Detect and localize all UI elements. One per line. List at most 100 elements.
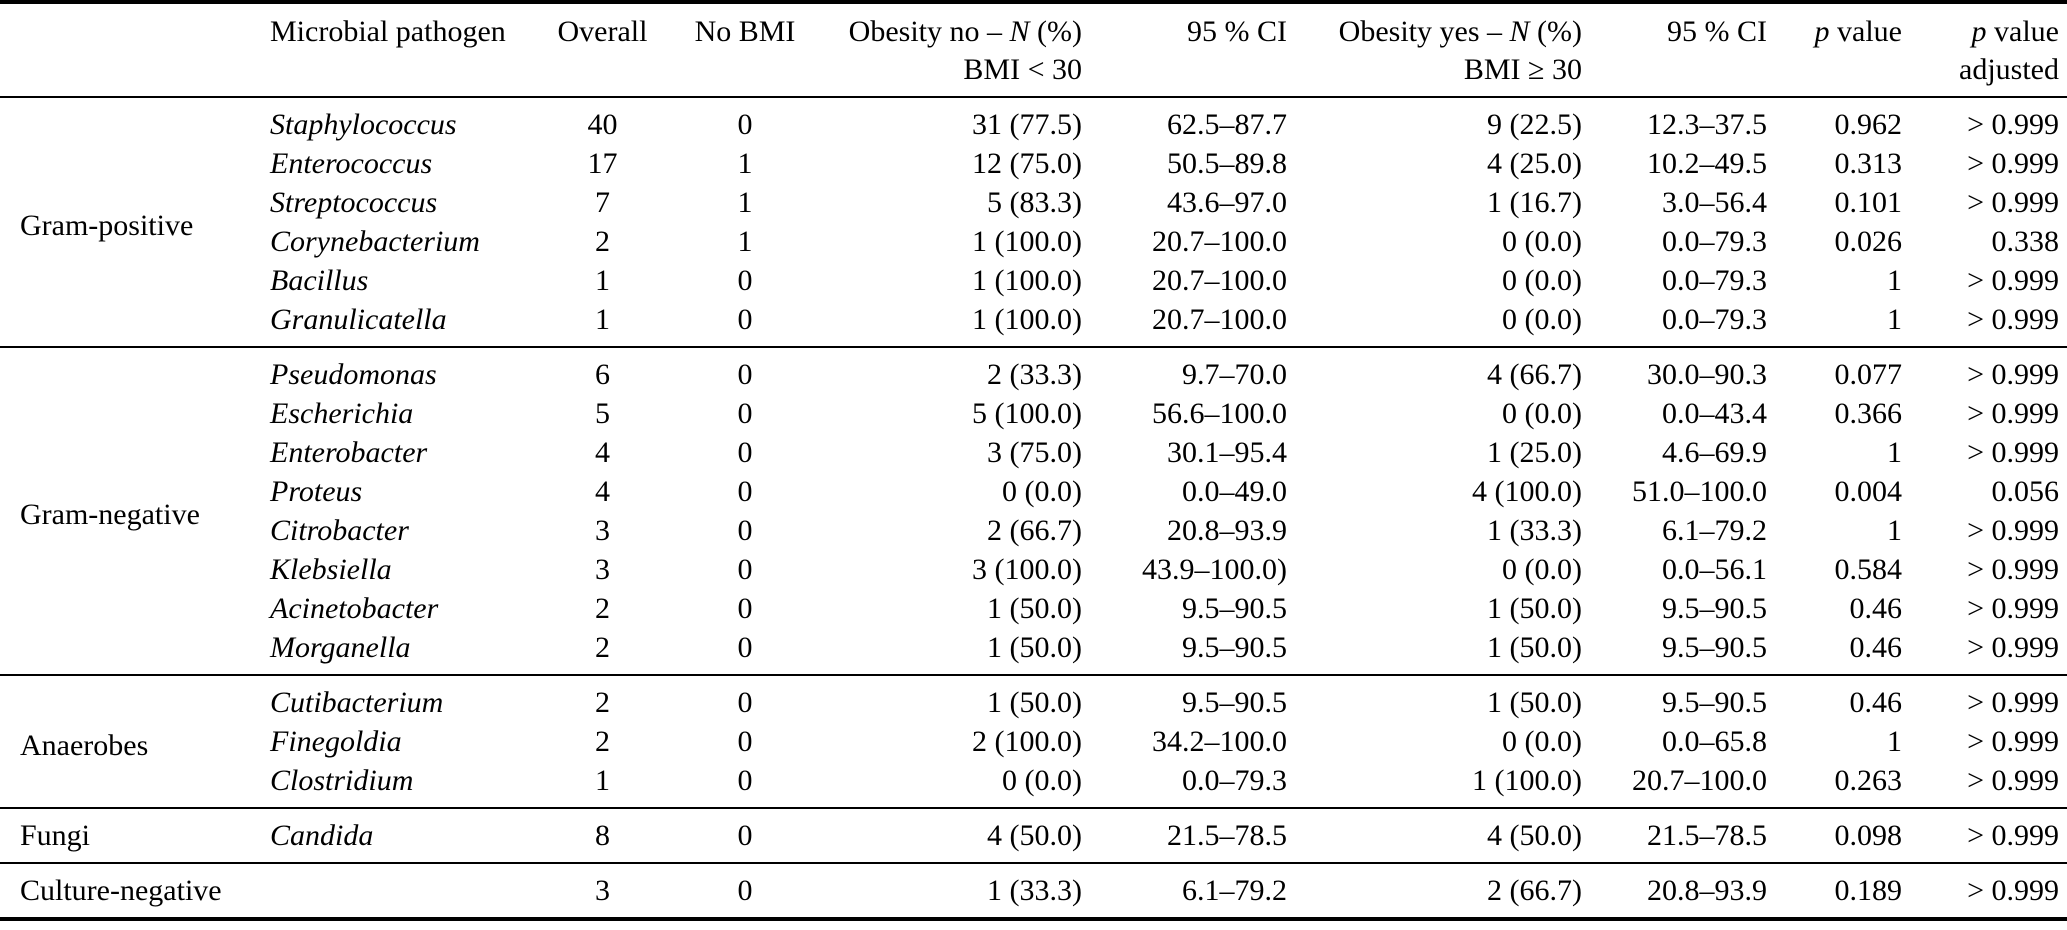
overall-cell: 7 bbox=[595, 186, 610, 219]
no-bmi-cell: 0 bbox=[737, 397, 753, 430]
table-row: Granulicatella 1 0 1 (100.0) 20.7–100.0 … bbox=[0, 300, 2067, 347]
p-value-cell: 0.263 bbox=[1834, 764, 1903, 797]
pathogen-cell: Candida bbox=[270, 819, 374, 852]
no-bmi-cell: 1 bbox=[737, 225, 753, 258]
obesity-no-cell: 0 (0.0) bbox=[1002, 764, 1082, 797]
p-value-cell: 0.366 bbox=[1834, 397, 1903, 430]
obesity-yes-cell: 1 (25.0) bbox=[1487, 436, 1582, 469]
ci-2-cell: 9.5–90.5 bbox=[1662, 592, 1767, 625]
ci-1-cell: 9.5–90.5 bbox=[1182, 686, 1287, 719]
overall-cell: 3 bbox=[595, 553, 610, 586]
group-culture-negative: Culture-negative 3 0 1 (33.3) 6.1–79.2 2… bbox=[0, 863, 2067, 919]
header-p-value: p value bbox=[1814, 15, 1902, 48]
pathogen-cell: Streptococcus bbox=[270, 186, 438, 219]
obesity-yes-cell: 9 (22.5) bbox=[1487, 108, 1582, 141]
ci-1-cell: 20.7–100.0 bbox=[1152, 303, 1287, 336]
obesity-no-cell: 5 (83.3) bbox=[987, 186, 1082, 219]
ci-1-cell: 50.5–89.8 bbox=[1167, 147, 1287, 180]
group-label: Gram-positive bbox=[20, 209, 194, 242]
header-group-empty bbox=[0, 2, 250, 97]
p-value-cell: 0.004 bbox=[1834, 475, 1903, 508]
obesity-no-cell: 5 (100.0) bbox=[972, 397, 1082, 430]
overall-cell: 2 bbox=[595, 592, 610, 625]
ci-2-cell: 30.0–90.3 bbox=[1647, 358, 1767, 391]
p-adjusted-cell: > 0.999 bbox=[1967, 764, 2059, 797]
no-bmi-cell: 0 bbox=[737, 108, 753, 141]
p-adjusted-cell: 0.056 bbox=[1991, 475, 2060, 508]
pathogen-cell: Pseudomonas bbox=[270, 358, 437, 391]
ci-1-cell: 0.0–49.0 bbox=[1182, 475, 1287, 508]
overall-cell: 17 bbox=[587, 147, 618, 180]
table-row: Anaerobes Cutibacterium 2 0 1 (50.0) 9.5… bbox=[0, 675, 2067, 762]
p-adjusted-cell: > 0.999 bbox=[1967, 108, 2059, 141]
ci-1-cell: 9.5–90.5 bbox=[1182, 592, 1287, 625]
obesity-no-cell: 0 (0.0) bbox=[1002, 475, 1082, 508]
pathogen-cell: Enterococcus bbox=[270, 147, 433, 180]
pathogen-cell bbox=[250, 863, 545, 919]
no-bmi-cell: 0 bbox=[737, 303, 753, 336]
obesity-yes-cell: 0 (0.0) bbox=[1502, 264, 1582, 297]
table-row: Morganella 2 0 1 (50.0) 9.5–90.5 1 (50.0… bbox=[0, 628, 2067, 675]
ci-1-cell: 20.7–100.0 bbox=[1152, 225, 1287, 258]
p-adjusted-cell: > 0.999 bbox=[1967, 725, 2059, 758]
p-adjusted-cell: > 0.999 bbox=[1967, 553, 2059, 586]
ci-2-cell: 0.0–79.3 bbox=[1662, 225, 1767, 258]
header-obesity-yes-line1: Obesity yes – N (%) bbox=[1338, 15, 1582, 48]
group-label: Culture-negative bbox=[20, 874, 222, 907]
pathogen-cell: Cutibacterium bbox=[270, 686, 444, 719]
ci-2-cell: 21.5–78.5 bbox=[1647, 819, 1767, 852]
p-value-cell: 0.026 bbox=[1834, 225, 1903, 258]
obesity-no-cell: 2 (100.0) bbox=[972, 725, 1082, 758]
p-adjusted-cell: > 0.999 bbox=[1967, 436, 2059, 469]
ci-1-cell: 43.6–97.0 bbox=[1167, 186, 1287, 219]
p-adjusted-cell: > 0.999 bbox=[1967, 397, 2059, 430]
ci-2-cell: 4.6–69.9 bbox=[1662, 436, 1767, 469]
p-value-cell: 0.584 bbox=[1834, 553, 1903, 586]
no-bmi-cell: 0 bbox=[737, 592, 753, 625]
p-value-cell: 1 bbox=[1887, 514, 1902, 547]
no-bmi-cell: 0 bbox=[737, 631, 753, 664]
table-row: Bacillus 1 0 1 (100.0) 20.7–100.0 0 (0.0… bbox=[0, 261, 2067, 300]
ci-1-cell: 0.0–79.3 bbox=[1182, 764, 1287, 797]
ci-2-cell: 9.5–90.5 bbox=[1662, 686, 1767, 719]
obesity-no-cell: 12 (75.0) bbox=[972, 147, 1082, 180]
group-anaerobes: Anaerobes Cutibacterium 2 0 1 (50.0) 9.5… bbox=[0, 675, 2067, 808]
p-value-cell: 0.098 bbox=[1834, 819, 1903, 852]
ci-2-cell: 9.5–90.5 bbox=[1662, 631, 1767, 664]
no-bmi-cell: 0 bbox=[737, 475, 753, 508]
obesity-yes-cell: 0 (0.0) bbox=[1502, 225, 1582, 258]
overall-cell: 4 bbox=[595, 475, 610, 508]
obesity-yes-cell: 1 (50.0) bbox=[1487, 686, 1582, 719]
p-value-cell: 1 bbox=[1887, 264, 1902, 297]
overall-cell: 1 bbox=[595, 303, 610, 336]
pathogen-cell: Bacillus bbox=[270, 264, 369, 297]
table-row: Proteus 4 0 0 (0.0) 0.0–49.0 4 (100.0) 5… bbox=[0, 472, 2067, 511]
ci-1-cell: 20.8–93.9 bbox=[1167, 514, 1287, 547]
table-row: Enterococcus 17 1 12 (75.0) 50.5–89.8 4 … bbox=[0, 144, 2067, 183]
obesity-no-cell: 2 (33.3) bbox=[987, 358, 1082, 391]
obesity-no-cell: 1 (100.0) bbox=[972, 303, 1082, 336]
ci-1-cell: 9.7–70.0 bbox=[1182, 358, 1287, 391]
ci-1-cell: 43.9–100.0) bbox=[1142, 553, 1287, 586]
pathogen-cell: Staphylococcus bbox=[270, 108, 457, 141]
table-row: Corynebacterium 2 1 1 (100.0) 20.7–100.0… bbox=[0, 222, 2067, 261]
pathogen-cell: Proteus bbox=[270, 475, 363, 508]
obesity-no-cell: 1 (50.0) bbox=[987, 631, 1082, 664]
header-ci-1: 95 % CI bbox=[1187, 15, 1287, 48]
p-adjusted-cell: > 0.999 bbox=[1967, 264, 2059, 297]
obesity-yes-cell: 1 (100.0) bbox=[1472, 764, 1582, 797]
p-adjusted-cell: > 0.999 bbox=[1967, 819, 2059, 852]
overall-cell: 6 bbox=[595, 358, 610, 391]
header-obesity-no-line1: Obesity no – N (%) bbox=[848, 15, 1082, 48]
obesity-no-cell: 1 (50.0) bbox=[987, 686, 1082, 719]
obesity-yes-cell: 2 (66.7) bbox=[1487, 874, 1582, 907]
group-gram-positive: Gram-positive Staphylococcus 40 0 31 (77… bbox=[0, 97, 2067, 347]
no-bmi-cell: 0 bbox=[737, 553, 753, 586]
p-value-cell: 0.46 bbox=[1849, 686, 1903, 719]
ci-2-cell: 3.0–56.4 bbox=[1662, 186, 1767, 219]
group-fungi: Fungi Candida 8 0 4 (50.0) 21.5–78.5 4 (… bbox=[0, 808, 2067, 863]
overall-cell: 3 bbox=[595, 874, 610, 907]
overall-cell: 2 bbox=[595, 225, 610, 258]
p-adjusted-cell: > 0.999 bbox=[1967, 147, 2059, 180]
ci-2-cell: 10.2–49.5 bbox=[1647, 147, 1767, 180]
